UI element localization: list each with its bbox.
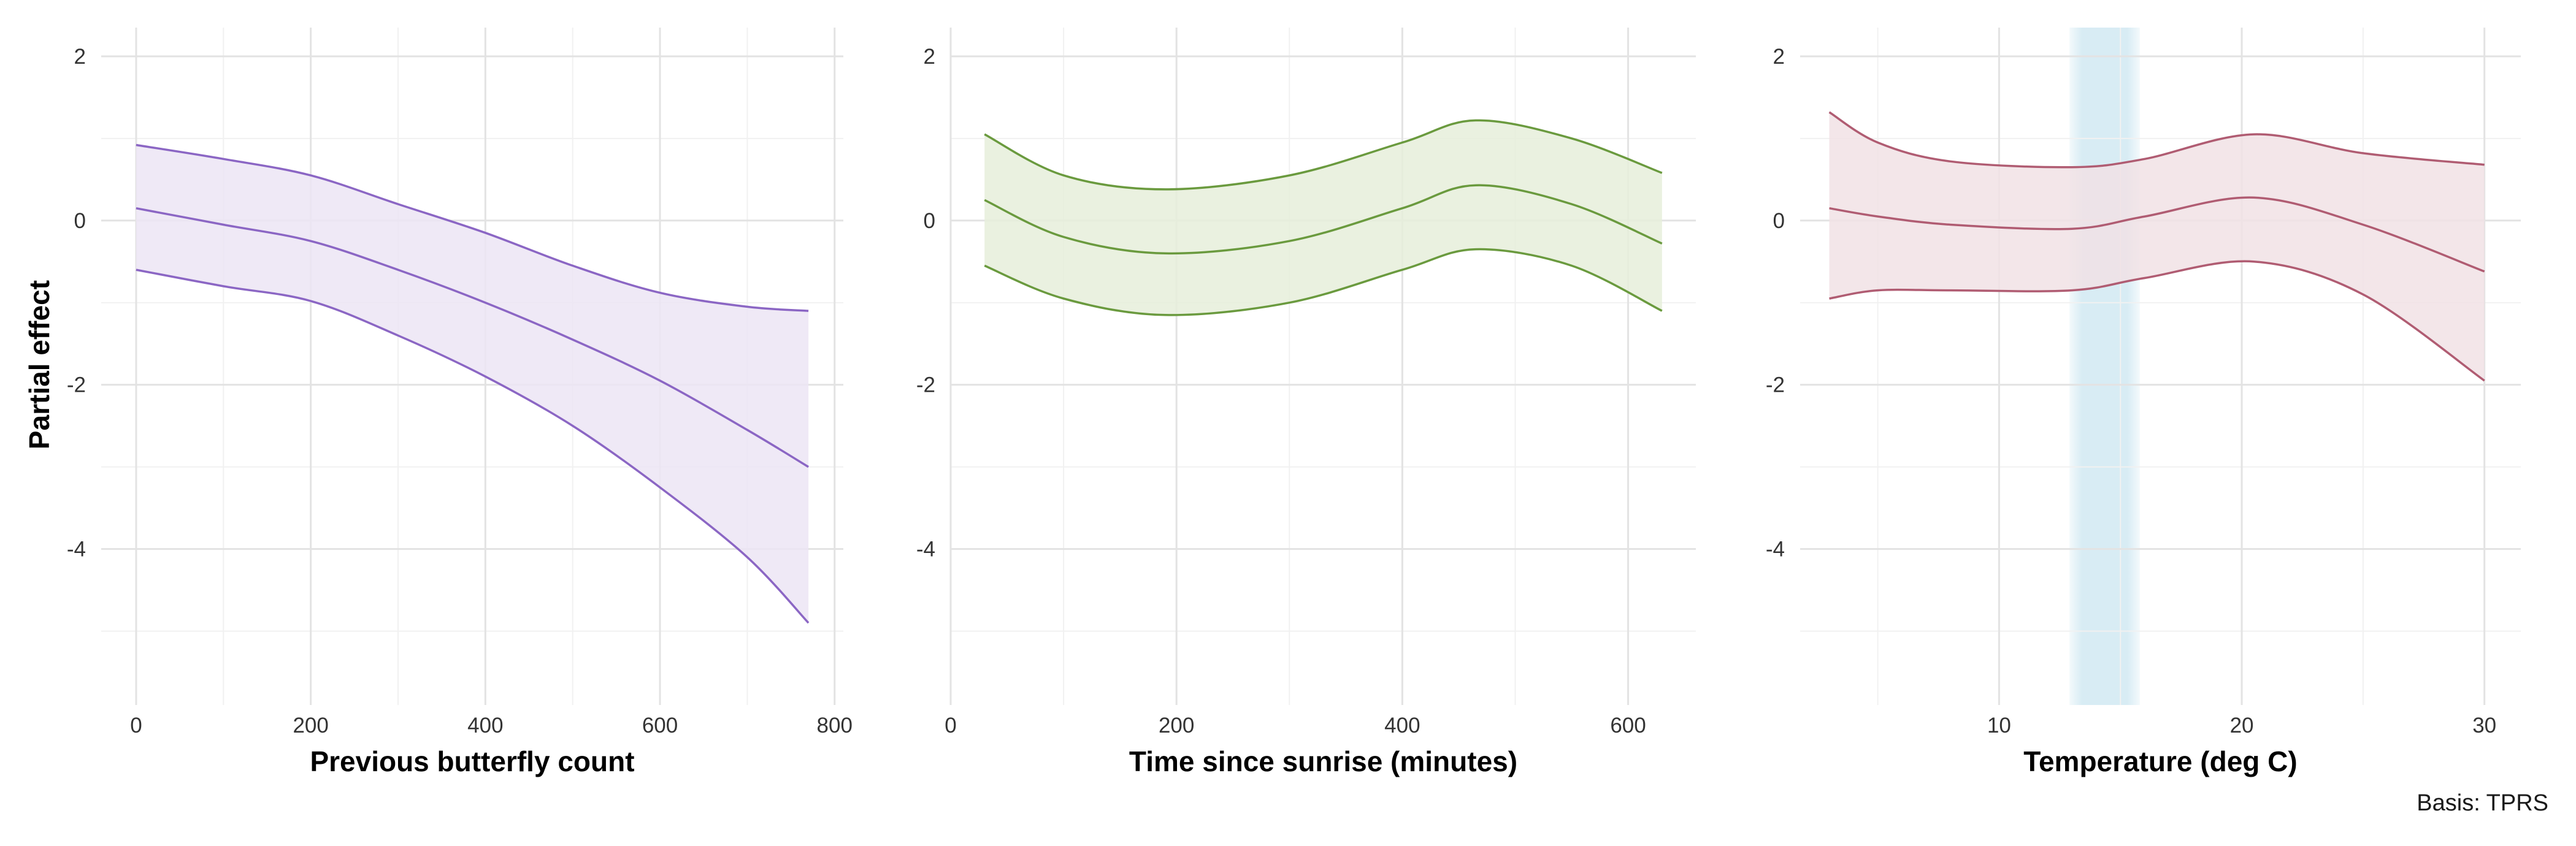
y-tick-label: 0 (74, 209, 86, 233)
highlight-band (2069, 28, 2140, 705)
y-tick-label: -4 (67, 538, 86, 562)
confidence-band (136, 145, 809, 623)
y-tick-label: -4 (916, 538, 935, 562)
upper-bound-line (1828, 111, 2485, 169)
x-tick-label: 600 (642, 714, 678, 737)
x-axis-title: Time since sunrise (minutes) (1129, 745, 1517, 777)
x-tick-label: 800 (817, 714, 853, 737)
upper-bound-line (136, 143, 809, 312)
y-tick-label: -4 (1766, 538, 1785, 562)
confidence-band (1829, 112, 2485, 381)
y-tick-label: 2 (74, 45, 86, 69)
fit-line (984, 184, 1663, 255)
upper-bound-line (984, 119, 1663, 191)
fit-line (1829, 196, 2485, 273)
x-axis-title: Temperature (deg C) (2023, 745, 2297, 777)
major-grid (1800, 28, 2521, 705)
x-tick-label: 0 (945, 714, 956, 737)
y-axis-title: Partial effect (23, 280, 55, 449)
y-tick-label: -2 (1766, 373, 1785, 397)
basis-caption: Basis: TPRS (2417, 790, 2548, 816)
major-grid (949, 28, 1696, 705)
x-tick-label: 600 (1610, 714, 1646, 737)
y-tick-label: 0 (1773, 209, 1785, 233)
x-tick-label: 0 (130, 714, 142, 737)
x-tick-label: 30 (2472, 714, 2496, 737)
lower-bound-line (136, 269, 810, 624)
y-tick-label: 2 (924, 45, 935, 69)
x-tick-label: 200 (1159, 714, 1194, 737)
panel-time-since-sunrise: 2 0 -2 -4 0 200 400 600 Time since sunrise (minu… (916, 28, 1696, 777)
x-axis-title: Previous butterfly count (310, 745, 634, 777)
y-tick-label: 2 (1773, 45, 1785, 69)
major-grid (101, 28, 843, 705)
x-tick-label: 10 (1987, 714, 2011, 737)
x-tick-label: 400 (467, 714, 503, 737)
lower-bound-line (984, 248, 1663, 316)
x-tick-label: 200 (293, 714, 328, 737)
y-tick-label: -2 (67, 373, 86, 397)
minor-grid (1800, 28, 2521, 705)
x-tick-label: 400 (1384, 714, 1420, 737)
y-tick-label: -2 (916, 373, 935, 397)
y-tick-label: 0 (924, 209, 935, 233)
fit-line (136, 207, 810, 468)
panel-previous-butterfly-count: 2 0 -2 -4 0 200 400 600 800 Previous butterfly co… (67, 28, 853, 777)
confidence-band (984, 120, 1662, 315)
lower-bound-line (1829, 260, 2485, 382)
minor-grid (951, 28, 1696, 705)
x-tick-label: 20 (2230, 714, 2254, 737)
